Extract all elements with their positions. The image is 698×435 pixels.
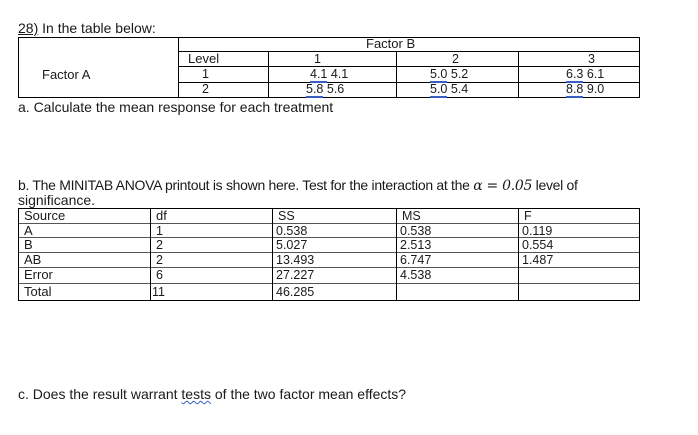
part-c-text: c. Does the result warrant tests of the …: [18, 386, 406, 402]
cell-value: 5.8: [306, 82, 324, 98]
cell-value: 5.0: [430, 67, 448, 83]
anova-row-source: AB: [24, 252, 42, 267]
anova-row-ss: 27.227: [276, 268, 315, 282]
b-level-2: 2: [452, 52, 459, 66]
cell-value: 4.1: [330, 67, 349, 81]
anova-row-f: 0.119: [522, 224, 553, 238]
cell-a1-b1: 4.1 4.1: [310, 67, 349, 83]
part-b-line1: b. The MINITAB ANOVA printout is shown h…: [18, 177, 470, 193]
anova-row-ms: 0.538: [400, 224, 432, 238]
factor-b-label: Factor B: [366, 36, 416, 51]
anova-row-ss: 46.285: [276, 285, 315, 299]
cell-a2-b2: 5.0 5.4: [430, 82, 469, 98]
anova-row-df: 6: [156, 268, 163, 282]
anova-row-ss: 0.538: [276, 224, 308, 238]
question-number: 28): [18, 20, 39, 36]
anova-header-f: F: [524, 209, 532, 223]
factor-a-label: Factor A: [42, 67, 91, 82]
anova-table: Source df SS MS F A 1 0.538 0.538 0.119 …: [18, 208, 640, 301]
anova-row-df: 2: [156, 238, 163, 252]
cell-value: 4.1: [310, 67, 328, 83]
anova-row-f: 0.554: [522, 238, 554, 252]
anova-row-ss: 13.493: [276, 253, 315, 267]
cell-value: 6.3: [566, 67, 584, 83]
cell-value: 5.0: [430, 82, 448, 98]
anova-row-df: 2: [156, 253, 163, 267]
anova-row-f: 1.487: [522, 253, 554, 267]
anova-row-source: A: [24, 223, 33, 238]
anova-row-df: 11: [152, 285, 165, 299]
part-b-text: b. The MINITAB ANOVA printout is shown h…: [18, 177, 578, 194]
factor-table: Factor B Factor A Level 1 2 3 1 2 4.1 4.…: [18, 37, 640, 98]
anova-row-ms: 6.747: [400, 253, 432, 267]
cell-a2-b3: 8.8 9.0: [566, 82, 605, 98]
anova-header-ms: MS: [402, 209, 421, 223]
a-level-1: 1: [202, 67, 209, 81]
level-label: Level: [188, 51, 220, 66]
anova-row-ms: 4.538: [400, 268, 432, 282]
anova-row-source: B: [24, 237, 33, 252]
anova-row-ms: 2.513: [400, 238, 432, 252]
cell-a1-b2: 5.0 5.2: [430, 67, 469, 83]
anova-header-source: Source: [24, 208, 66, 223]
part-c-tests-word: tests: [181, 386, 211, 402]
part-a-text: a. Calculate the mean response for each …: [18, 99, 334, 115]
b-level-1: 1: [314, 52, 321, 66]
part-c-prefix: c. Does the result warrant: [18, 386, 178, 402]
question-intro: In the table below:: [42, 20, 156, 36]
part-b-tail: level of: [535, 177, 578, 193]
a-level-2: 2: [202, 82, 209, 96]
cell-value: 5.2: [450, 67, 469, 81]
question-header: 28) In the table below:: [18, 20, 156, 36]
cell-value: 9.0: [586, 82, 605, 96]
cell-a1-b3: 6.3 6.1: [566, 67, 605, 83]
anova-row-df: 1: [156, 224, 163, 238]
cell-value: 8.8: [566, 82, 584, 98]
cell-value: 5.4: [450, 82, 469, 96]
anova-header-df: df: [156, 208, 167, 223]
cell-value: 5.6: [326, 82, 345, 96]
part-b-line2: significance.: [18, 192, 96, 208]
part-c-suffix: of the two factor mean effects?: [214, 386, 407, 402]
cell-value: 6.1: [586, 67, 605, 81]
anova-header-ss: SS: [278, 209, 295, 223]
b-level-3: 3: [588, 52, 595, 66]
alpha-expression: α = 0.05: [473, 178, 533, 194]
cell-a2-b1: 5.8 5.6: [306, 82, 345, 98]
anova-row-source: Total: [24, 284, 52, 299]
anova-row-ss: 5.027: [276, 238, 308, 252]
anova-row-source: Error: [24, 267, 53, 282]
